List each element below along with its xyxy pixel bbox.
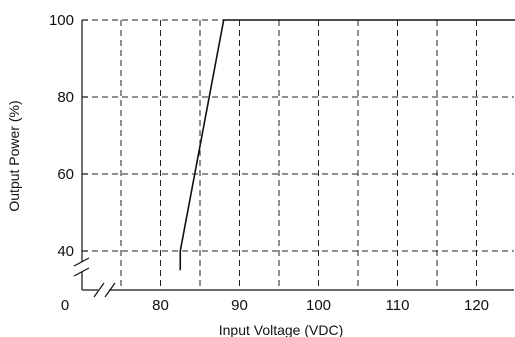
- series-line: [179, 19, 515, 271]
- y-axis-title: Output Power (%): [6, 100, 22, 211]
- x-axis-break-mark: [93, 282, 105, 298]
- x-tick-label: 90: [231, 297, 248, 314]
- axes: [73, 19, 514, 298]
- x-tick-label: 110: [386, 297, 410, 314]
- x-tick-label: 120: [464, 297, 489, 314]
- y-tick-label: 80: [57, 89, 74, 106]
- x-tick-label: 100: [306, 297, 331, 314]
- x-tick-label: 80: [152, 297, 169, 314]
- data-series: [179, 19, 515, 271]
- y-tick-label: 40: [57, 243, 74, 260]
- x-origin-label: 0: [61, 297, 69, 314]
- y-axis-break-mark: [73, 257, 90, 267]
- y-tick-label: 100: [49, 12, 74, 29]
- x-axis-break-mark: [104, 282, 116, 298]
- y-tick-label: 60: [57, 166, 74, 183]
- y-axis-break-mark: [73, 267, 90, 277]
- tick-labels: 40 60 80 100 80 90 100 110 120 0: [49, 12, 489, 314]
- x-axis-title: Input Voltage (VDC): [219, 322, 344, 337]
- grid-lines: [82, 19, 514, 290]
